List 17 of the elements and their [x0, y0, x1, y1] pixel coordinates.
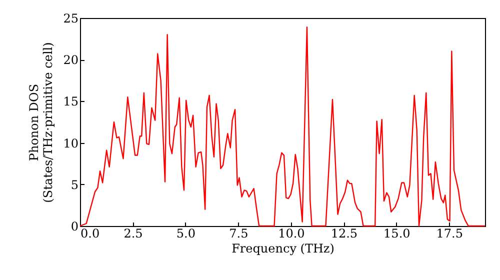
y-tick-label: 10 [63, 136, 78, 150]
y-tick-label: 20 [63, 53, 78, 68]
line-series [79, 26, 486, 227]
y-tick-label: 0 [70, 220, 78, 234]
y-tick-label: 5 [70, 178, 78, 192]
x-tick-label: 15.0 [384, 226, 410, 240]
x-tick-label: 2.5 [124, 226, 143, 240]
x-tick-label: 5.0 [176, 226, 196, 240]
y-tick-label: 15 [63, 94, 78, 109]
x-axis-title: Frequency (THz) [232, 242, 334, 256]
x-tick-label: 0.0 [80, 226, 100, 240]
y-tick-label: 25 [63, 12, 78, 26]
x-tick-label: 12.5 [330, 226, 358, 240]
y-axis-title: Phonon DOS (States/THz·primitive cell) [27, 42, 56, 203]
x-tick-label: 10.0 [278, 226, 305, 240]
x-tick-label: 17.5 [436, 226, 463, 240]
x-tick-label: 7.5 [229, 226, 248, 240]
